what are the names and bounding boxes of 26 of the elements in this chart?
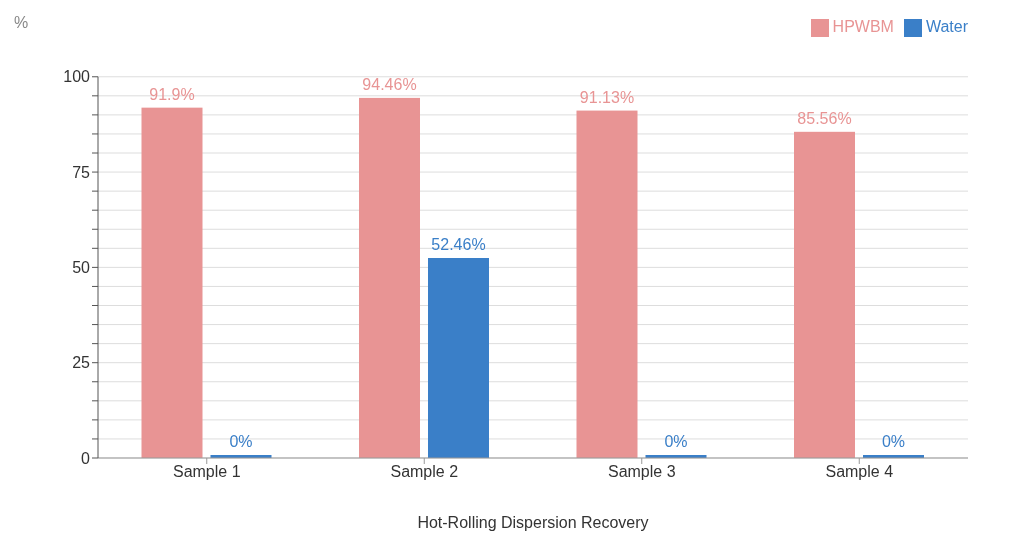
data-label: 0% [664,433,688,450]
x-tick-label: Sample 2 [390,463,459,481]
bar [794,131,855,458]
y-tick-label: 75 [72,163,91,181]
bar [576,110,638,458]
x-tick-label: Sample 4 [825,463,894,481]
data-label: 0% [229,433,253,450]
x-tick-label: Sample 1 [172,463,241,481]
x-axis-title: Hot-Rolling Dispersion Recovery [417,514,649,531]
data-label: 85.56% [797,109,852,127]
y-tick-label: 25 [72,354,91,372]
y-tick-label: 50 [72,259,91,277]
data-label: 52.46% [431,236,486,253]
legend-label: HPWBM [832,18,894,35]
bar [428,258,489,458]
data-label: 0% [881,433,906,450]
y-tick-label: 0 [81,449,91,467]
y-tick-label: 100 [63,68,91,86]
data-label: 94.46% [362,75,417,93]
y-axis-title: % [14,14,29,32]
x-tick-label: Sample 3 [607,463,676,481]
data-label: 91.13% [579,88,635,106]
bar [141,107,203,458]
bar [359,97,420,458]
data-label: 91.9% [149,85,195,103]
legend-label: Water [925,18,968,35]
